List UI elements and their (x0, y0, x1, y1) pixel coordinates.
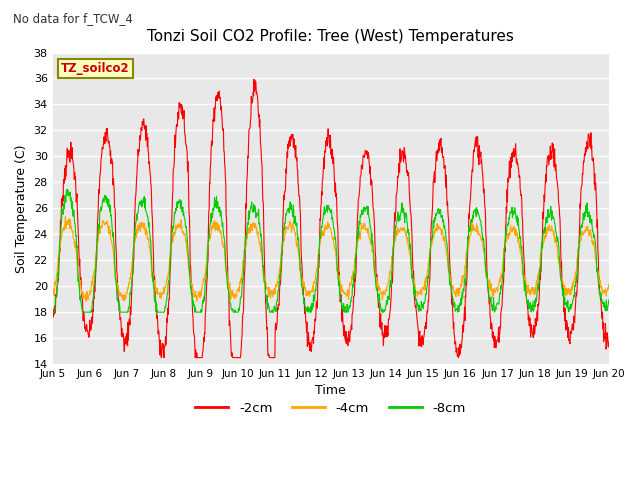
Text: TZ_soilco2: TZ_soilco2 (61, 62, 130, 75)
Legend: -2cm, -4cm, -8cm: -2cm, -4cm, -8cm (190, 396, 471, 420)
Title: Tonzi Soil CO2 Profile: Tree (West) Temperatures: Tonzi Soil CO2 Profile: Tree (West) Temp… (147, 29, 514, 44)
X-axis label: Time: Time (316, 384, 346, 397)
Text: No data for f_TCW_4: No data for f_TCW_4 (13, 12, 132, 25)
Y-axis label: Soil Temperature (C): Soil Temperature (C) (15, 144, 28, 273)
